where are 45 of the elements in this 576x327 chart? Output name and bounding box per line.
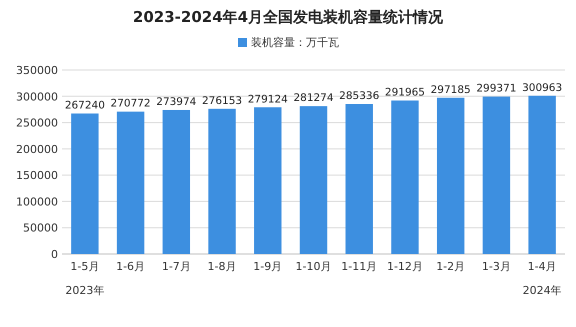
bar [71,114,99,254]
data-label: 291965 [384,86,425,99]
bar [528,96,556,254]
x-tick-label: 1-12月 [386,260,423,273]
data-label: 285336 [339,90,380,102]
data-label: 273974 [156,96,197,108]
y-tick-label: 50000 [23,222,58,235]
x-tick-label: 1-7月 [162,260,191,273]
data-label: 299371 [476,82,516,95]
y-tick-label: 300000 [16,90,58,104]
bar [162,110,190,254]
bar [116,112,144,254]
text: 2023年 [65,284,104,297]
chart-title: 2023-2024年4月全国发电装机容量统计情况 [132,8,444,26]
y-tick-label: 200000 [16,142,58,156]
data-label: 270772 [110,98,151,110]
x-tick-label: 1-4月 [528,260,557,273]
y-tick-label: 150000 [16,169,58,182]
bar [391,100,419,254]
data-label: 267240 [64,100,105,112]
y-tick-label: 100000 [16,195,58,208]
bar [254,107,282,254]
data-label: 279124 [248,93,288,106]
legend-label: 装机容量：万千瓦 [251,36,339,49]
bar [208,108,236,254]
y-tick-label: 250000 [16,116,58,130]
x-tick-label: 1-10月 [296,260,332,273]
x-tick-label: 1-6月 [116,260,146,273]
x-tick-label: 1-3月 [482,260,511,273]
bar [436,98,464,254]
y-tick-label: 0 [51,248,58,261]
x-tick-label: 1-9月 [253,260,282,273]
bar [482,96,510,254]
bar [300,106,328,254]
x-tick-label: 1-11月 [341,260,378,273]
data-label: 300963 [522,82,562,94]
bar [346,104,373,254]
y-tick-label: 350000 [16,64,58,77]
x-tick-label: 1-2月 [436,260,466,273]
data-label: 281274 [293,92,334,104]
x-tick-label: 1-5月 [70,260,100,273]
data-label: 276153 [202,94,242,107]
text: 2024年 [522,284,562,297]
x-tick-label: 1-8月 [208,260,237,273]
data-label: 297185 [430,84,471,96]
